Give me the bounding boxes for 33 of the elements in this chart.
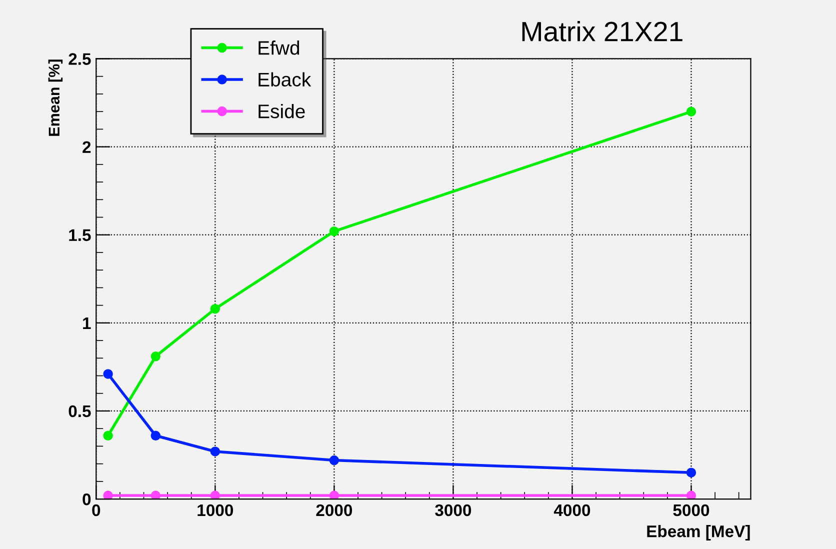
point [329,455,340,466]
point [329,226,340,236]
point [210,446,220,456]
point [686,490,696,500]
point [329,490,340,500]
x-tick-label: 1000 [198,504,234,516]
y-axis-title: Emean [%] [48,60,63,136]
x-axis-title: Ebeam [MeV] [647,524,750,541]
point [150,430,161,440]
point [686,106,696,116]
point [103,369,113,379]
point [103,430,113,440]
point [686,468,696,478]
point [150,352,161,362]
x-tick-label: 2000 [316,504,352,516]
x-tick-label: 5000 [673,504,710,516]
x-tick-label: 3000 [435,504,472,516]
y-tick-label: 2 [82,141,91,153]
y-tick-label: 0 [82,493,91,506]
point [210,490,220,500]
legend-label: Eback [258,72,312,87]
x-tick-label: 4000 [554,504,590,516]
legend-label: Eside [258,104,305,118]
y-tick-label: 0.5 [68,405,91,418]
chart-title: Matrix 21X21 [522,21,682,42]
y-tick-label: 2.5 [68,53,91,65]
point [150,490,161,500]
legend-label: Efwd [258,40,300,55]
point [103,490,113,500]
point [210,304,220,314]
x-tick-label: 0 [92,504,100,516]
y-tick-label: 1.5 [69,229,91,242]
y-tick-label: 1 [83,317,91,329]
